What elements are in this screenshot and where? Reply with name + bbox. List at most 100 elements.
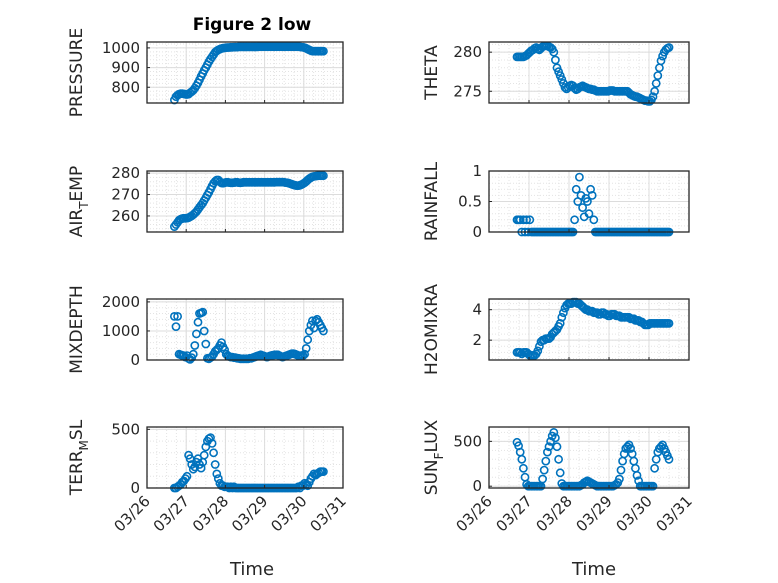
data-series — [169, 42, 328, 105]
data-point — [298, 351, 308, 360]
y-tick-label: 270 — [111, 186, 140, 204]
data-point — [171, 322, 181, 331]
y-tick-label: 0 — [130, 479, 140, 497]
y-tick-label: 2 — [472, 331, 482, 349]
data-point — [583, 197, 592, 206]
x-tick-label: 03/31 — [307, 492, 350, 535]
x-tick-label: 03/30 — [613, 492, 656, 535]
data-point — [318, 171, 328, 181]
y-axis-label: TERRMSL — [67, 419, 91, 496]
y-label-part: LUX — [422, 419, 442, 452]
data-point — [541, 456, 551, 466]
data-point — [517, 454, 527, 464]
y-tick-label: 1000 — [102, 322, 140, 340]
y-tick-label: 800 — [111, 78, 140, 96]
data-series — [512, 297, 674, 360]
y-axis-label: THETA — [422, 45, 442, 101]
y-tick-label: 500 — [111, 420, 140, 438]
data-point — [651, 79, 661, 88]
data-point — [169, 311, 179, 321]
x-tick-label: 03/30 — [267, 492, 310, 535]
data-point — [653, 71, 663, 80]
x-tick-label: 03/29 — [573, 492, 616, 535]
data-point — [539, 465, 549, 475]
data-point — [533, 346, 543, 356]
y-axis-label: H2OMIXRA — [422, 284, 442, 375]
data-point — [519, 463, 528, 473]
data-point — [198, 307, 208, 317]
y-tick-label: 280 — [111, 164, 140, 182]
y-label-part: EMP — [67, 166, 87, 202]
y-label-subscript: M — [77, 440, 91, 450]
y-label-part: AIR — [67, 209, 87, 238]
data-point — [616, 465, 626, 475]
subplot-theta: 275 280 THETA — [422, 41, 690, 106]
data-point — [212, 469, 222, 479]
data-point — [301, 343, 311, 353]
y-label-subscript: T — [77, 201, 91, 210]
data-point — [318, 467, 328, 476]
data-series — [169, 171, 328, 231]
data-series — [512, 41, 674, 106]
data-point — [549, 427, 559, 437]
data-point — [570, 215, 579, 225]
data-point — [552, 442, 562, 452]
y-tick-label: 0 — [130, 351, 140, 369]
data-point — [650, 463, 659, 473]
data-point — [543, 447, 552, 457]
data-point — [559, 308, 568, 318]
y-tick-label: 275 — [453, 82, 482, 100]
axes-frame — [488, 41, 690, 104]
data-point — [664, 454, 674, 464]
y-tick-label: 900 — [111, 59, 140, 77]
y-tick-label: 4 — [472, 301, 482, 319]
y-axis-label: RAINFALL — [422, 161, 442, 241]
data-point — [615, 474, 624, 484]
axes-frame — [146, 426, 344, 489]
data-point — [664, 318, 674, 328]
y-tick-label: 260 — [111, 207, 140, 225]
axes-frame — [146, 41, 344, 104]
data-point — [656, 56, 666, 66]
y-axis-label: MIXDEPTH — [67, 285, 87, 374]
y-tick-label: 0 — [472, 477, 482, 495]
y-label-part: SUN — [422, 459, 442, 495]
x-tick-label: 03/31 — [653, 492, 696, 535]
data-point — [554, 454, 563, 464]
data-point — [193, 317, 203, 327]
data-point — [549, 47, 559, 57]
data-point — [525, 215, 535, 225]
data-point — [199, 326, 209, 336]
data-point — [551, 55, 560, 65]
data-point — [664, 43, 674, 52]
data-point — [587, 190, 597, 200]
x-tick-label: 03/27 — [150, 492, 193, 535]
data-point — [632, 470, 642, 480]
y-axis-label: PRESSURE — [67, 28, 87, 117]
subplot-air-temp: 260 270 280 AIRTEMP — [67, 164, 344, 237]
data-point — [207, 438, 217, 448]
subplot-rainfall: 0 0.5 1 RAINFALL — [422, 161, 690, 241]
y-tick-label: 1 — [472, 162, 482, 180]
axes-frame — [146, 298, 344, 361]
data-point — [650, 86, 659, 96]
x-tick-label: 03/26 — [111, 492, 154, 535]
data-point — [571, 184, 581, 194]
x-tick-label: 03/28 — [533, 492, 576, 535]
y-axis-label: AIRTEMP — [67, 166, 91, 237]
x-tick-label: 03/26 — [453, 492, 496, 535]
data-point — [173, 311, 182, 321]
data-point — [522, 215, 531, 225]
axes-frame — [488, 298, 690, 361]
data-point — [318, 46, 328, 56]
data-point — [515, 215, 525, 225]
y-tick-label: 1000 — [102, 39, 140, 57]
data-point — [213, 474, 223, 483]
y-tick-label: 2000 — [102, 293, 140, 311]
data-point — [199, 450, 209, 460]
data-point — [300, 349, 309, 359]
